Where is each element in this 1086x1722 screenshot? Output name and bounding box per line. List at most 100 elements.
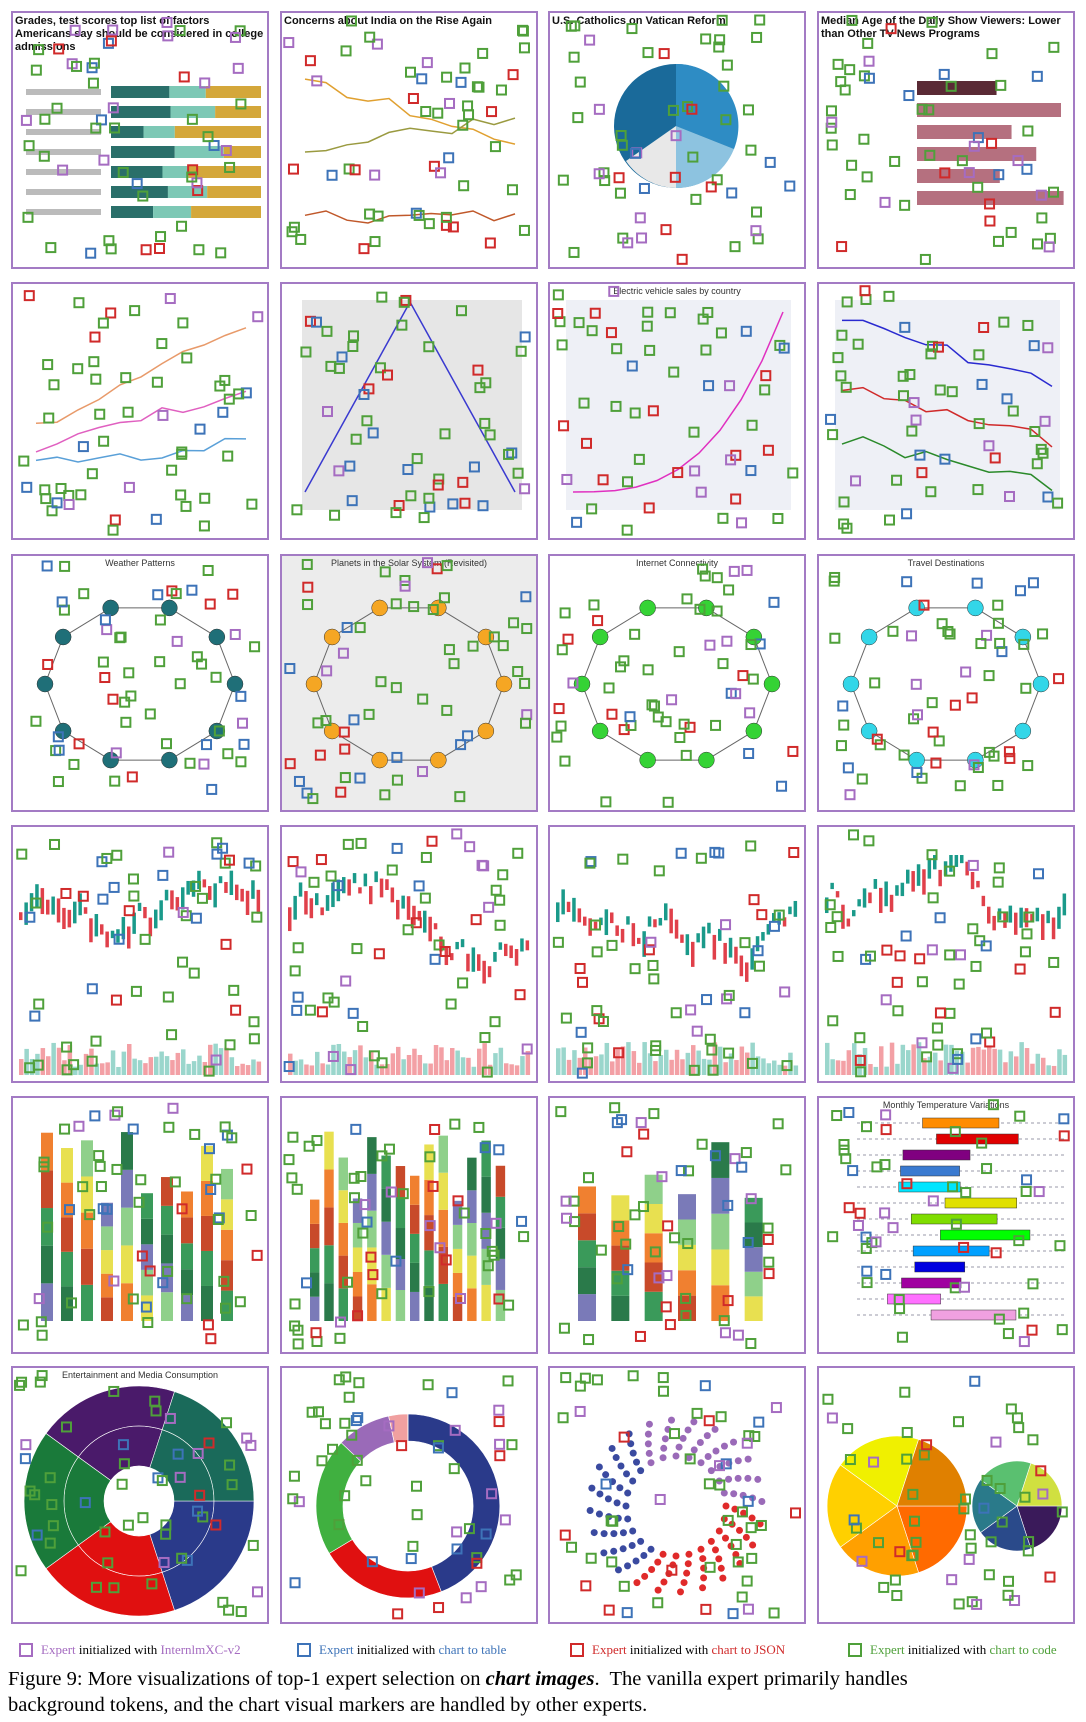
expert-token-box (61, 1041, 73, 1053)
expert-token-box (861, 1277, 873, 1289)
candle (298, 882, 303, 897)
expert-token-box (722, 1514, 734, 1526)
candle (455, 941, 459, 950)
dot (660, 1444, 668, 1452)
expert-token-box (339, 772, 351, 784)
expert-token-box (463, 1523, 475, 1535)
column-segment (221, 1260, 233, 1291)
expert-token-box (86, 983, 98, 995)
volume-bar (417, 1054, 423, 1075)
expert-token-box (1042, 491, 1054, 503)
expert-token-box (648, 1108, 660, 1120)
expert-token-box (333, 1374, 345, 1386)
expert-token-box (448, 658, 460, 670)
candle (363, 873, 368, 887)
candle (186, 880, 190, 895)
volume-bar (933, 1052, 938, 1075)
expert-token-box (416, 73, 428, 85)
volume-bar (718, 1046, 723, 1075)
dot (717, 1564, 725, 1572)
dot (633, 1579, 641, 1587)
expert-token-box (399, 574, 411, 586)
chart-thumbnail (817, 282, 1075, 540)
expert-token-box (730, 1538, 742, 1550)
expert-token-box (737, 670, 749, 682)
candle (997, 908, 1002, 920)
expert-token-box (353, 1377, 365, 1389)
expert-token-box (889, 155, 901, 167)
column-segment (467, 1190, 477, 1223)
candle (390, 887, 395, 903)
volume-bar (477, 1048, 482, 1075)
column-segment (41, 1132, 53, 1171)
title-box: Concerns about India on the Rise Again (284, 15, 492, 27)
expert-token-box (1020, 682, 1032, 694)
column-segment (221, 1290, 233, 1321)
candle (1051, 917, 1056, 940)
volume-bar (976, 1046, 981, 1075)
expert-token-box (590, 919, 602, 931)
volume-bar (647, 1053, 653, 1075)
expert-token-box (108, 1385, 120, 1397)
volume-bar (175, 1052, 181, 1075)
chart-title: Entertainment and Media Consumption (62, 1370, 218, 1380)
expert-token-box (140, 244, 152, 256)
expert-token-box (750, 225, 762, 237)
expert-token-box (925, 486, 937, 498)
node (208, 628, 226, 646)
expert-token-box (641, 320, 653, 332)
candle (653, 919, 657, 928)
expert-token-box (647, 405, 659, 417)
volume-bar (24, 1048, 29, 1075)
expert-token-box (390, 1255, 402, 1267)
expert-token-box (926, 849, 938, 861)
expert-token-box (283, 1154, 295, 1166)
candle (879, 887, 883, 913)
expert-token-box (109, 514, 121, 526)
candle (965, 861, 969, 876)
column-segment (201, 1215, 213, 1251)
expert-token-box (852, 1219, 864, 1231)
column-segment (467, 1157, 477, 1191)
volume-bar (471, 1066, 477, 1075)
expert-token-box (992, 876, 1004, 888)
expert-token-box (728, 565, 740, 577)
expert-token-box (241, 1163, 253, 1175)
volume-bar (895, 1063, 900, 1075)
expert-token-box (292, 1338, 304, 1350)
expert-token-box (668, 366, 680, 378)
expert-token-box (405, 1553, 417, 1565)
candle (626, 916, 630, 925)
dot (616, 1484, 624, 1492)
expert-token-box (838, 719, 850, 731)
legend-swatch (19, 1643, 33, 1657)
expert-token-box (994, 637, 1006, 649)
expert-token-box (578, 397, 590, 409)
expert-token-box (861, 1265, 873, 1277)
edge (1022, 636, 1042, 685)
chart-thumbnail: Concerns about India on the Rise Again (280, 11, 538, 269)
expert-token-box (186, 584, 198, 596)
candle (331, 882, 335, 908)
volume-bar (433, 1044, 439, 1075)
expert-token-box (836, 329, 848, 341)
dot (613, 1499, 621, 1507)
expert-token-box (939, 167, 951, 179)
expert-token-box (59, 1123, 71, 1135)
expert-token-box (581, 1057, 593, 1069)
expert-token-box (1013, 1235, 1025, 1247)
expert-token-box (440, 1254, 452, 1266)
expert-token-box (714, 1479, 726, 1491)
candle (895, 885, 899, 896)
column-segment (101, 1297, 113, 1321)
expert-token-box (720, 114, 732, 126)
expert-token-box (778, 342, 790, 354)
expert-token-box (676, 253, 688, 265)
expert-token-box (120, 372, 132, 384)
expert-token-box (978, 1502, 990, 1514)
expert-token-box (284, 758, 296, 770)
volume-bar (615, 1049, 620, 1075)
expert-token-box (981, 1163, 993, 1175)
expert-token-box (579, 1372, 591, 1384)
legend-text: Expert (870, 1642, 905, 1657)
